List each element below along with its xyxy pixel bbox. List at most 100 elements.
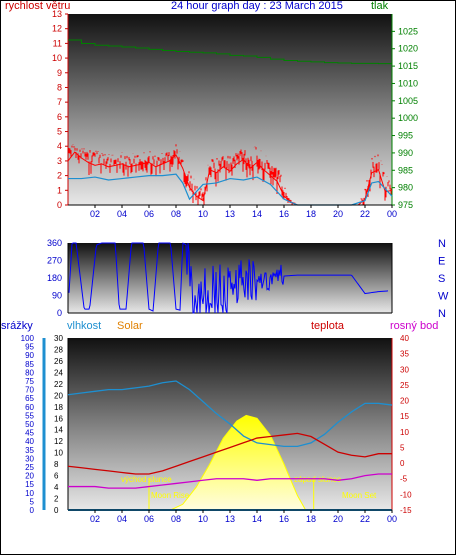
solar-scale-label: 12 [54,437,63,446]
y-tick-label: 75 [25,377,34,386]
y-tick-label: 85 [25,360,34,369]
solar-scale-label: 16 [54,414,63,423]
pressure-line [68,39,393,65]
y2-tick-label: 995 [398,131,413,141]
x-tick-label: 16 [279,514,289,524]
y-tick-label: 65 [25,394,34,403]
solar-scale-label: 4 [54,483,59,492]
y-tick-label: 55 [25,411,34,420]
x-tick-label: 00 [387,209,397,219]
y-tick-label: 25 [25,463,34,472]
solar-scale-label: 30 [54,334,63,343]
y2-tick-label: 975 [398,200,413,210]
pressure-label: tlak [371,0,389,12]
panel1-background [68,14,392,205]
y-tick-label: 12 [52,24,62,34]
y-tick-label: 8 [57,82,62,92]
rain-label: srážky [1,320,33,332]
y-tick-label: 0 [30,506,35,515]
temperature-humidity-panel: 0510152025303540455055606570758085909510… [21,334,412,524]
solar-scale-label: 10 [54,449,63,458]
y-tick-label: 80 [25,368,34,377]
y2-tick-label: 0 [400,459,405,468]
x-tick-label: 18 [306,514,316,524]
wind-direction-line [68,242,389,314]
solar-label: Solar [117,320,143,332]
wind-direction-series [68,242,389,314]
x-tick-label: 08 [171,209,181,219]
compass-label: S [438,273,445,285]
compass-label: N [438,238,446,250]
y-tick-label: 1 [57,185,62,195]
x-tick-label: 13 [225,514,235,524]
y-tick-label: 4 [57,141,62,151]
y-tick-label: 70 [25,386,34,395]
solar-area [170,414,307,511]
y-tick-label: 15 [25,480,34,489]
x-tick-label: 20 [333,514,343,524]
y2-tick-label: -5 [400,475,408,484]
y-tick-label: 40 [25,437,34,446]
y2-tick-label: 40 [400,334,409,343]
y2-tick-label: -10 [400,490,412,499]
y-tick-label: 6 [57,112,62,122]
y-tick-label: 30 [25,454,34,463]
solar-scale-label: 20 [54,391,63,400]
y2-tick-label: 30 [400,365,409,374]
moonrise-label: Moon Rise [151,491,190,500]
sunset-label: západ slunce [294,475,342,484]
dewpoint-line [68,473,392,489]
y2-tick-label: 25 [400,381,409,390]
compass-label: E [438,256,445,268]
y-tick-label: 60 [25,403,34,412]
solar-scale-label: 26 [54,357,63,366]
y-tick-label: 0 [57,200,62,210]
x-tick-label: 02 [90,514,100,524]
x-tick-label: 14 [252,514,262,524]
y2-tick-label: 985 [398,165,413,175]
humidity-line [67,380,393,448]
x-tick-label: 00 [387,514,397,524]
y-tick-label: 9 [57,68,62,78]
compass-label: W [438,291,449,303]
y2-tick-label: 1000 [398,113,418,123]
y2-tick-label: 5 [400,443,405,452]
y-tick-label: 180 [47,273,62,283]
solar-scale-label: 22 [54,380,63,389]
x-tick-label: 16 [279,209,289,219]
moonset-label: Moon Set [342,491,377,500]
x-tick-label: 22 [360,209,370,219]
solar-scale-label: 6 [54,472,59,481]
x-tick-label: 13 [225,209,235,219]
temperature-line [67,432,392,475]
x-tick-label: 10 [198,514,208,524]
y2-tick-label: 990 [398,148,413,158]
x-tick-label: 10 [198,209,208,219]
y-tick-label: 100 [21,334,35,343]
solar-scale-label: 24 [54,368,63,377]
x-tick-label: 22 [360,514,370,524]
x-tick-label: 20 [333,209,343,219]
y-tick-label: 5 [30,497,35,506]
x-tick-label: 08 [171,514,181,524]
x-tick-label: 04 [117,209,127,219]
y-tick-label: 360 [47,238,62,248]
y-tick-label: 35 [25,446,34,455]
y-tick-label: 11 [53,38,62,48]
humidity-label: vlhkost [67,320,102,332]
y2-tick-label: 1015 [398,61,418,71]
y-tick-label: 10 [25,489,34,498]
temperature-label: teplota [311,320,345,332]
y-tick-label: 2 [57,171,62,181]
solar-scale-label: 8 [54,460,59,469]
y2-tick-label: 10 [400,428,409,437]
wind-speed-label: rychlost větru [5,0,71,12]
page-title: 24 hour graph day : 23 March 2015 [171,0,343,12]
solar-scale-label: 28 [54,345,63,354]
y-tick-label: 270 [47,256,62,266]
solar-scale-label: 18 [54,403,63,412]
x-tick-label: 02 [90,209,100,219]
y2-tick-label: -15 [400,506,412,515]
